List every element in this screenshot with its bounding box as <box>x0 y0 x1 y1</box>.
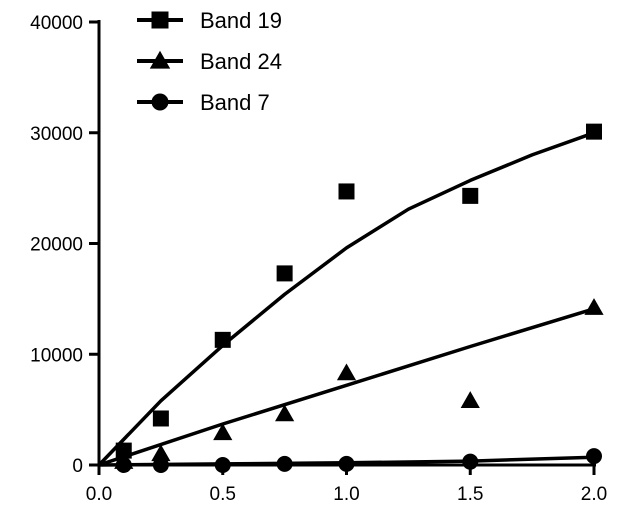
band-19-point <box>152 410 169 427</box>
band-24-fit-line <box>98 307 595 467</box>
y-tick-label: 20000 <box>30 235 83 256</box>
band-19-point <box>462 187 479 204</box>
legend-entry-band-24: Band 24 <box>137 49 282 74</box>
band-24-point <box>275 404 295 422</box>
legend-entry-band-19: Band 19 <box>137 8 282 33</box>
band-7-point <box>462 453 479 470</box>
band-24-point <box>151 444 171 462</box>
legend-marker <box>151 11 169 29</box>
data-points <box>114 123 604 473</box>
band-7-point <box>214 457 231 473</box>
legend: Band 19 Band 24 Band 7 <box>137 8 282 115</box>
legend-label: Band 24 <box>200 49 282 74</box>
y-tick-label: 10000 <box>30 345 83 366</box>
band-7-point <box>152 457 169 473</box>
band-19-point <box>276 265 293 282</box>
y-tick-label: 40000 <box>30 13 83 34</box>
band-19-point <box>214 331 231 348</box>
fit-curves <box>97 131 595 467</box>
band-19-point <box>338 183 355 200</box>
x-tick-label: 0.5 <box>210 484 236 505</box>
legend-label: Band 7 <box>200 90 270 115</box>
band-19-point <box>115 442 132 459</box>
y-tick-label: 0 <box>72 456 83 477</box>
band-7-point <box>115 457 132 473</box>
band-7-point <box>276 455 293 472</box>
band-24-point <box>213 423 233 441</box>
band-24-point <box>336 363 357 381</box>
band-24-point <box>584 298 604 315</box>
band-7-point <box>338 455 355 472</box>
band-19-point <box>586 123 602 140</box>
y-tick-label: 30000 <box>30 124 83 145</box>
legend-marker <box>151 93 169 111</box>
legend-label: Band 19 <box>200 8 282 33</box>
x-tick-label: 1.0 <box>333 484 359 505</box>
x-tick-label: 2.0 <box>581 484 607 505</box>
x-tick-label: 0.0 <box>86 484 112 505</box>
band-19-fit-line <box>97 131 595 467</box>
band-24-point <box>460 391 480 408</box>
legend-entry-band-7: Band 7 <box>137 90 270 115</box>
x-tick-label: 1.5 <box>457 484 483 505</box>
axes: 0.0 0.5 1.0 1.5 2.0 0 10000 20000 30000 40000 <box>30 13 607 505</box>
legend-marker <box>149 50 171 69</box>
band-7-point <box>586 448 602 465</box>
